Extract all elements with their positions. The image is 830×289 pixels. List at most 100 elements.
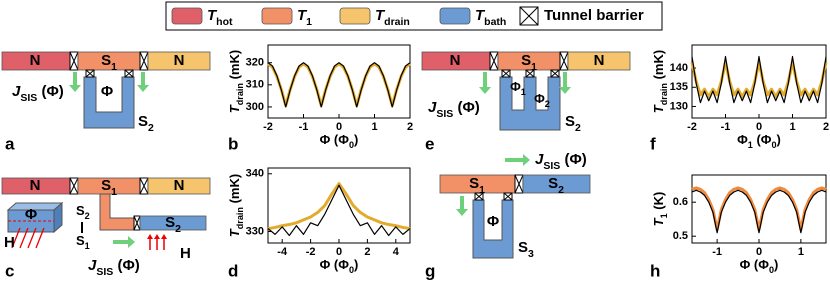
y-tick-label: 130 (670, 100, 688, 112)
field-arrow-head (154, 234, 160, 239)
label-part: S (518, 239, 528, 256)
subscript: 2 (575, 122, 581, 134)
field-label: H (4, 234, 15, 251)
legend-symbol: T (207, 7, 218, 24)
tunnel-barrier-cross (550, 69, 560, 78)
label-part: (mK) (227, 50, 242, 83)
y-tick-label: 300 (246, 101, 264, 113)
current-label: JSIS (Φ) (12, 83, 64, 104)
label-part: Φ (534, 91, 545, 106)
label-part: Φ (Φ (320, 257, 350, 272)
n-drain (147, 177, 211, 195)
label-part: (Φ) (113, 257, 139, 274)
x-tick-label: -2 (263, 121, 273, 133)
x-tick-label: 1 (789, 121, 795, 133)
loop-label: S2 (565, 113, 581, 134)
label-part: T (227, 228, 242, 237)
label-part: S (469, 175, 479, 192)
data-line (267, 182, 411, 231)
lead-label: N (30, 177, 41, 194)
legend-swatch (261, 7, 293, 25)
legend-label: Thot (207, 7, 233, 28)
label-part: S (565, 113, 575, 130)
tunnel-barrier-cross (124, 69, 134, 78)
label-part: (K) (651, 192, 666, 214)
legend-symbol: T (475, 7, 486, 24)
data-line (267, 184, 411, 237)
tunnel-barrier-cross (525, 69, 535, 78)
label-part: T (227, 104, 242, 113)
subscript: 2 (558, 184, 564, 196)
label-part: S (138, 113, 148, 130)
lead-label: N (30, 52, 41, 69)
data-line (690, 60, 828, 99)
subscript: SIS (96, 266, 113, 278)
y-axis-label: T1 (K) (651, 192, 669, 227)
x-tick-label: 4 (393, 246, 400, 258)
legend-symbol: T (375, 7, 386, 24)
current-label: JSIS (Φ) (535, 151, 587, 172)
tunnel-barrier-cross (514, 174, 524, 194)
tunnel-barrier-cross (559, 51, 569, 71)
label-part: J (535, 151, 544, 168)
panel-letter: g (425, 261, 435, 280)
loop-label: S3 (518, 239, 534, 260)
label-part: T (651, 217, 666, 226)
label-part: Φ (Φ (320, 132, 350, 147)
label-part: S (76, 203, 85, 218)
subscript: 0 (771, 140, 776, 150)
subscript: 1 (659, 213, 669, 218)
tunnel-barrier-cross (474, 192, 484, 201)
label-part: (mK) (651, 50, 666, 83)
plot-frame (267, 44, 411, 119)
arrow-head (559, 87, 571, 94)
x-axis-label: Φ (Φ0) (740, 257, 779, 275)
arrow-head (69, 85, 81, 92)
label-part: Φ (Φ (740, 257, 770, 272)
data-line (691, 186, 827, 231)
label-part: ) (777, 132, 781, 147)
field-arrow (27, 227, 37, 249)
island-label: S1 (101, 177, 117, 198)
subscript: 2 (175, 223, 181, 235)
flux-label: Φ (101, 83, 113, 100)
x-tick-label: 1 (798, 246, 804, 258)
inset-box-side (53, 201, 63, 234)
flux-label: Φ2 (534, 91, 550, 109)
subscript: 1 (85, 241, 90, 251)
x-axis-label: Φ1 (Φ0) (737, 132, 781, 150)
flux-label: Φ (25, 206, 37, 223)
lead-label: N (174, 52, 185, 69)
flux-label: Φ1 (510, 79, 526, 97)
island-label: S1 (469, 175, 485, 196)
label-part: S (101, 52, 111, 69)
subscript: 3 (528, 248, 534, 260)
x-tick-label: 0 (336, 121, 342, 133)
legend-swatch (171, 7, 203, 25)
subscript: 1 (111, 186, 117, 198)
y-tick-label: 135 (670, 81, 688, 93)
x-tick-label: -1 (721, 121, 731, 133)
field-arrow-head (161, 234, 167, 239)
current-label: JSIS (Φ) (88, 257, 140, 278)
panel-letter: e (425, 134, 434, 153)
s2-loop (83, 76, 135, 129)
loop-label: S2 (138, 113, 154, 134)
legend-subscript: hot (216, 16, 233, 28)
label-part: ) (354, 132, 358, 147)
current-label: JSIS (Φ) (428, 99, 480, 120)
x-tick-label: 0 (756, 121, 762, 133)
y-tick-label: 340 (246, 168, 264, 180)
x-tick-label: 2 (823, 121, 829, 133)
label-part: (Φ (753, 132, 772, 147)
legend-swatch (439, 7, 471, 25)
y-tick-label: 320 (246, 57, 264, 69)
label-part: (Φ) (37, 83, 63, 100)
subscript: 2 (85, 211, 90, 221)
x-tick-label: -2 (687, 121, 697, 133)
lead-label: S2 (548, 175, 564, 196)
field-label: H (180, 245, 191, 262)
bar-label: S2 (165, 214, 181, 235)
legend-label: Tunnel barrier (544, 7, 644, 24)
subscript: 2 (545, 99, 550, 109)
